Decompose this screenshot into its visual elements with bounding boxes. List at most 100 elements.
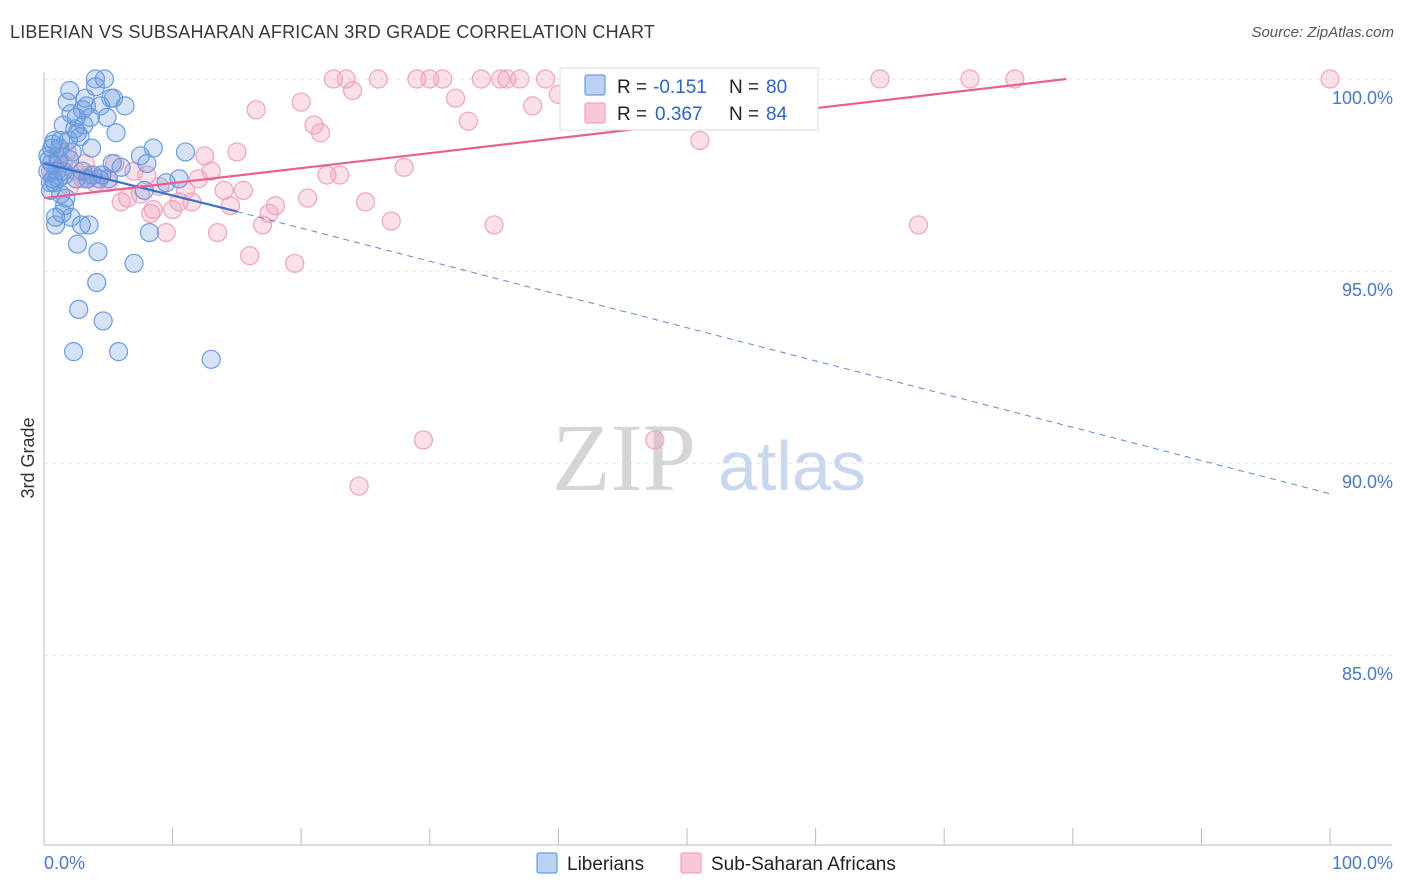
liberian-point (48, 150, 68, 170)
legend-r-label-2: R = (617, 104, 647, 125)
subsaharan-point (349, 476, 369, 496)
subsaharan-point (960, 69, 980, 89)
subsaharan-point (227, 142, 247, 162)
chart-title: LIBERIAN VS SUBSAHARAN AFRICAN 3RD GRADE… (10, 22, 656, 42)
liberian-point (74, 115, 94, 135)
y-tick-label: 90.0% (1342, 472, 1393, 492)
legend-swatch-liberians (584, 74, 606, 96)
x-tick-label-min: 0.0% (44, 853, 85, 873)
series-legend: Liberians Sub-Saharan Africans (536, 852, 896, 875)
liberian-point (87, 272, 107, 293)
liberian-point (67, 234, 88, 254)
subsaharan-point (259, 203, 279, 223)
legend-n-value-1: 80 (766, 77, 787, 98)
subsaharan-point (535, 69, 556, 89)
liberian-point (69, 299, 89, 319)
y-axis-title: 3rd Grade (18, 417, 38, 498)
subsaharan-point (510, 69, 530, 89)
liberian-point (51, 130, 71, 151)
legend-r-label-1: R = (617, 77, 647, 98)
subsaharan-point (233, 180, 253, 200)
subsaharan-point (413, 430, 433, 450)
liberian-point (108, 342, 129, 362)
subsaharan-point (445, 88, 466, 108)
liberian-point (115, 96, 135, 116)
y-tick-labels: 100.0% 95.0% 90.0% 85.0% (1332, 88, 1393, 684)
y-tick-label: 100.0% (1332, 88, 1393, 108)
subsaharan-point (310, 123, 331, 143)
liberian-point (61, 103, 81, 124)
source-label: Source: ZipAtlas.com (1251, 24, 1394, 41)
subsaharan-point (471, 69, 491, 89)
liberian-trendline-extension (236, 210, 1331, 495)
subsaharan-point (291, 92, 311, 112)
liberian-point (97, 107, 117, 128)
liberian-point (81, 138, 102, 158)
legend-n-label-1: N = (729, 77, 759, 98)
liberian-point (43, 169, 63, 189)
liberian-point (79, 215, 99, 235)
liberian-point (61, 207, 81, 227)
liberian-point (56, 188, 76, 208)
liberian-point (169, 169, 189, 189)
subsaharan-point (253, 215, 273, 235)
stats-legend: R = -0.151 N = 80 R = 0.367 N = 84 (559, 67, 819, 131)
subsaharan-point (394, 157, 414, 177)
liberian-point (60, 150, 80, 170)
subsaharan-point (220, 196, 241, 216)
subsaharan-point (330, 165, 350, 185)
liberian-point (175, 142, 196, 162)
subsaharan-point (645, 430, 665, 450)
legend-r-value-2: 0.367 (655, 104, 703, 125)
gridlines (44, 78, 1392, 656)
liberian-point (139, 223, 160, 243)
liberian-point (71, 215, 91, 235)
subsaharan-point (137, 165, 157, 185)
subsaharan-point (163, 199, 183, 220)
subsaharan-point (304, 115, 324, 135)
subsaharan-point (143, 199, 163, 220)
subsaharan-point (381, 211, 401, 231)
bottom-legend-liberians: Liberians (567, 854, 644, 875)
subsaharan-point (208, 223, 228, 243)
subsaharan-point (336, 69, 356, 89)
trendlines (43, 77, 1331, 495)
legend-swatch-subsaharan (584, 102, 606, 124)
liberian-point (201, 349, 221, 369)
y-tick-label: 95.0% (1342, 280, 1393, 300)
liberian-point (53, 161, 73, 181)
axes (43, 72, 1392, 846)
liberian-point (143, 138, 163, 158)
subsaharan-point (343, 80, 363, 101)
watermark: ZIP atlas (552, 404, 866, 511)
bottom-swatch-subsaharan (680, 852, 702, 874)
subsaharan-point (201, 161, 221, 181)
subsaharan-point (870, 69, 890, 89)
subsaharan-point (246, 100, 266, 120)
legend-n-label-2: N = (729, 104, 759, 125)
liberian-point (111, 157, 131, 177)
liberian-point (45, 215, 66, 235)
subsaharan-point (355, 192, 376, 212)
liberian-point (94, 69, 115, 89)
subsaharan-trendline (43, 77, 1067, 200)
subsaharan-point (285, 253, 305, 273)
liberian-point (72, 100, 93, 120)
legend-n-value-2: 84 (766, 104, 788, 125)
bottom-legend-subsaharan: Sub-Saharan Africans (711, 854, 896, 875)
subsaharan-point (458, 111, 478, 131)
y-tick-label: 85.0% (1342, 664, 1393, 684)
liberian-point (76, 96, 97, 116)
liberian-point (60, 80, 80, 101)
liberian-point (103, 88, 124, 108)
subsaharan-point (240, 246, 260, 266)
liberian-point (63, 342, 84, 362)
watermark-zip: ZIP (552, 404, 696, 511)
liberian-point (88, 242, 108, 262)
liberian-point (67, 123, 88, 143)
subsaharan-point (908, 215, 929, 235)
subsaharan-point (433, 69, 453, 89)
subsaharan-point (523, 96, 543, 116)
subsaharan-point (298, 188, 318, 208)
x-ticks (172, 828, 1331, 845)
